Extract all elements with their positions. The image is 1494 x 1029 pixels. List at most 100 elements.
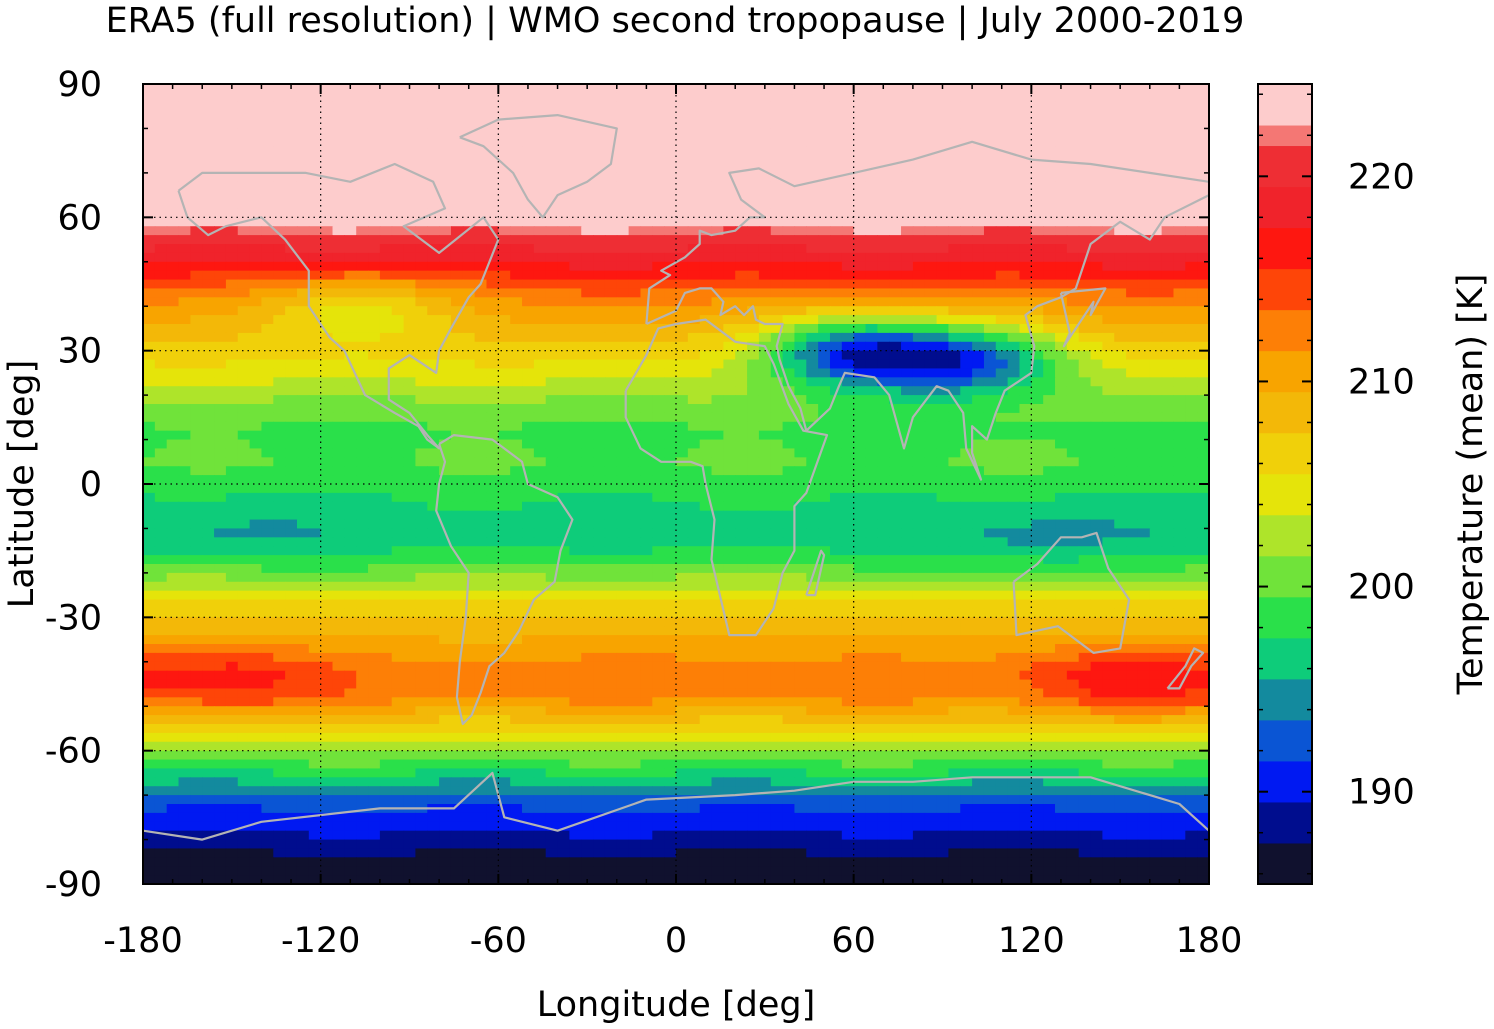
heatmap-cell [995,324,1009,334]
heatmap-cell [510,146,523,156]
heatmap-cell [569,226,582,236]
heatmap-cell [770,297,784,307]
heatmap-cell [616,261,630,272]
heatmap-cell [166,181,180,192]
heatmap-cell [178,430,191,441]
heatmap-cell [462,137,476,147]
heatmap-cell [581,492,594,503]
heatmap-cell [214,466,227,476]
heatmap-cell [202,288,215,298]
heatmap-cell [593,270,606,281]
heatmap-cell [450,217,464,227]
heatmap-cell [522,484,535,494]
heatmap-cell [652,501,665,512]
heatmap-cell [912,128,926,138]
heatmap-cell [533,84,547,94]
heatmap-cell [912,412,926,423]
heatmap-cell [948,164,961,174]
heatmap-cell [249,386,263,396]
heatmap-cell [770,457,784,467]
heatmap-cell [1137,359,1151,370]
heatmap-cell [296,439,310,450]
heatmap-cell [924,484,938,494]
heatmap-cell [296,270,310,281]
heatmap-cell [486,519,499,530]
heatmap-cell [296,101,310,112]
heatmap-cell [604,181,618,192]
heatmap-cell [273,510,286,521]
heatmap-cell [593,492,606,503]
heatmap-cell [545,172,559,183]
heatmap-cell [214,164,227,174]
heatmap-cell [735,448,748,458]
heatmap-cell [770,484,784,494]
heatmap-cell [391,315,405,325]
heatmap-cell [249,155,263,165]
heatmap-cell [1102,510,1115,521]
heatmap-cell [296,252,310,263]
heatmap-cell [936,137,950,147]
heatmap-cell [427,261,440,272]
heatmap-cell [379,564,393,574]
heatmap-cell [1185,190,1198,201]
heatmap-cell [202,101,215,112]
heatmap-cell [178,190,191,201]
heatmap-cell [332,359,345,370]
heatmap-cell [261,528,274,538]
heatmap-cell [960,510,973,521]
heatmap-cell [202,439,215,450]
heatmap-cell [285,297,298,307]
heatmap-cell [711,537,724,547]
heatmap-cell [1090,564,1103,574]
heatmap-cell [1137,555,1151,565]
heatmap-cell [427,137,440,147]
heatmap-cell [747,439,760,450]
heatmap-cell [1090,315,1103,325]
heatmap-cell [273,261,286,272]
heatmap-cell [462,235,476,245]
heatmap-cell [912,208,926,218]
heatmap-cell [818,528,831,538]
heatmap-cell [1126,226,1139,236]
heatmap-cell [901,297,914,307]
heatmap-cell [664,430,677,441]
heatmap-cell [462,261,476,272]
heatmap-cell [723,84,736,94]
heatmap-cell [332,572,345,583]
heatmap-cell [474,306,488,316]
heatmap-cell [735,110,748,121]
heatmap-cell [924,270,938,281]
heatmap-cell [557,510,570,521]
heatmap-cell [569,297,582,307]
heatmap-cell [249,101,263,112]
heatmap-cell [699,350,713,361]
heatmap-cell [1066,484,1080,494]
heatmap-cell [865,270,878,281]
heatmap-cell [391,146,405,156]
heatmap-cell [261,324,274,334]
heatmap-cell [368,537,381,547]
heatmap-cell [1043,181,1056,192]
heatmap-cell [214,350,227,361]
heatmap-cell [1078,270,1092,281]
heatmap-cell [889,270,902,281]
heatmap-cell [391,164,405,174]
heatmap-cell [249,208,263,218]
heatmap-cell [901,555,914,565]
heatmap-cell [450,412,464,423]
heatmap-cell [829,324,843,334]
heatmap-cell [794,226,807,236]
heatmap-cell [972,555,985,565]
heatmap-cell [1173,306,1186,316]
heatmap-cell [427,235,440,245]
heatmap-cell [332,368,345,378]
heatmap-cell [249,261,263,272]
heatmap-cell [1078,475,1092,485]
heatmap-cell [1149,208,1163,218]
heatmap-cell [178,475,191,485]
heatmap-cell [332,181,345,192]
heatmap-cell [332,306,345,316]
heatmap-cell [806,510,819,521]
heatmap-cell [794,350,807,361]
heatmap-cell [533,412,547,423]
